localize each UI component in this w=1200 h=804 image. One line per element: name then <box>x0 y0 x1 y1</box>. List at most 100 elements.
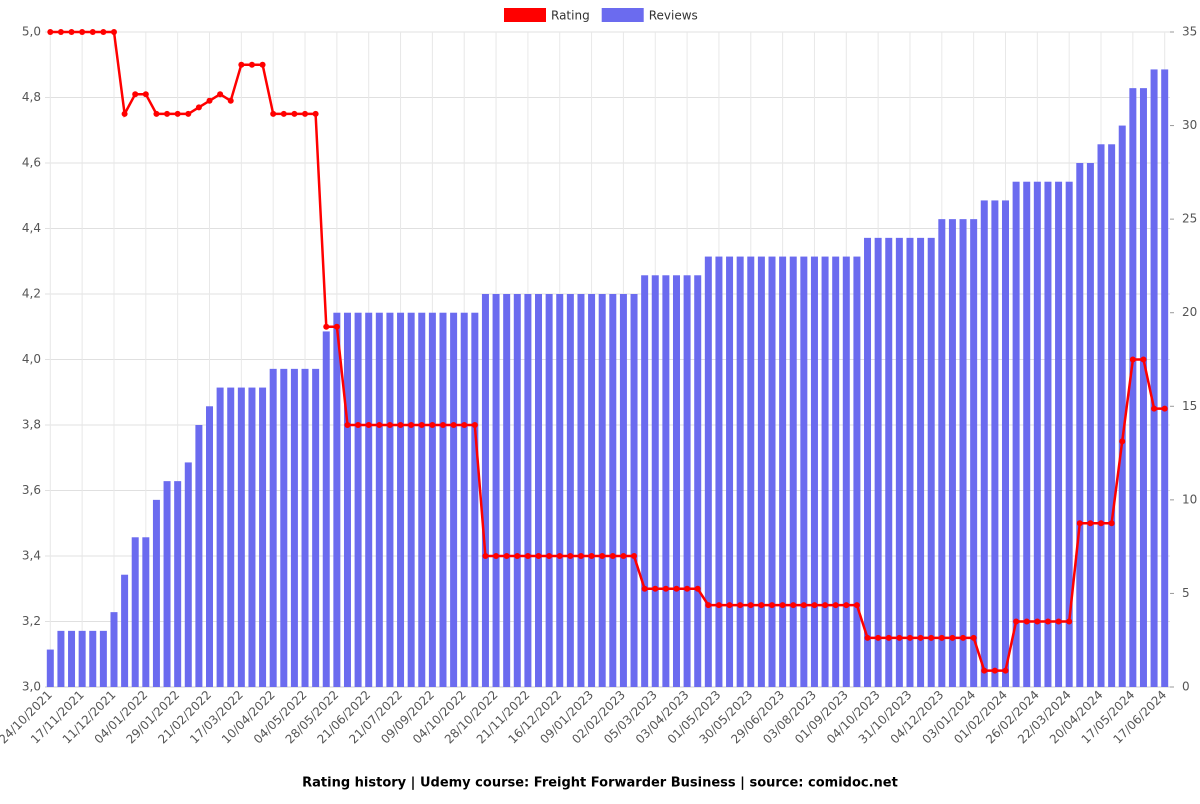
point <box>981 667 988 674</box>
point <box>960 634 967 641</box>
point <box>535 553 542 559</box>
y2-tick-label: 5 <box>1182 586 1190 600</box>
point <box>577 553 584 559</box>
point <box>906 634 913 641</box>
point <box>164 110 171 117</box>
point <box>949 634 956 641</box>
bar <box>736 256 744 687</box>
bar <box>970 219 978 687</box>
bar <box>481 294 489 687</box>
point <box>567 553 574 559</box>
point <box>1055 618 1062 625</box>
point <box>652 585 659 592</box>
bar <box>248 387 256 687</box>
point <box>121 110 128 117</box>
point <box>853 602 860 609</box>
bar <box>1086 163 1094 687</box>
bar <box>269 368 277 687</box>
y-tick-label: 4,0 <box>22 352 41 366</box>
bar <box>524 294 532 687</box>
bar <box>768 256 776 687</box>
point <box>641 585 648 592</box>
point <box>800 602 807 609</box>
bar <box>948 219 956 687</box>
point <box>737 602 744 609</box>
point <box>47 29 54 35</box>
y2-tick-label: 35 <box>1182 25 1197 39</box>
y2-tick-label: 15 <box>1182 399 1197 413</box>
bar <box>471 312 479 687</box>
bar <box>121 574 129 687</box>
point <box>503 553 510 559</box>
point <box>450 422 457 428</box>
bar <box>333 312 341 687</box>
legend-swatch <box>504 8 546 22</box>
point <box>248 61 255 68</box>
point <box>896 634 903 641</box>
point <box>185 110 192 117</box>
point <box>397 422 404 428</box>
point <box>259 61 266 68</box>
point <box>684 585 691 592</box>
point <box>333 323 340 330</box>
bar <box>1065 181 1073 687</box>
point <box>174 110 181 117</box>
bar <box>1129 88 1137 687</box>
point <box>302 110 309 117</box>
bar <box>789 256 797 687</box>
legend-swatch <box>601 8 644 22</box>
point <box>355 422 362 428</box>
bar <box>89 630 97 687</box>
point <box>599 553 606 559</box>
bar <box>726 256 734 687</box>
bar <box>1076 163 1084 687</box>
point <box>938 634 945 641</box>
bar <box>450 312 458 687</box>
point <box>365 422 372 428</box>
bar <box>460 312 468 687</box>
bar <box>259 387 267 687</box>
y2-tick-label: 0 <box>1182 680 1190 694</box>
point <box>1066 618 1073 625</box>
bar <box>354 312 362 687</box>
bar <box>290 368 298 687</box>
point <box>1151 405 1158 412</box>
y2-tick-label: 30 <box>1182 118 1197 132</box>
point <box>153 110 160 117</box>
legend-label: Reviews <box>649 9 698 23</box>
bar <box>1033 181 1041 687</box>
bar <box>566 294 574 687</box>
point <box>408 422 415 428</box>
bar <box>68 630 76 687</box>
bar <box>906 237 914 687</box>
bar <box>853 256 861 687</box>
point <box>291 110 298 117</box>
y-tick-label: 4,8 <box>22 90 41 104</box>
bar <box>492 294 500 687</box>
point <box>429 422 436 428</box>
bar <box>598 294 606 687</box>
point <box>132 91 139 98</box>
point <box>238 61 245 68</box>
point <box>779 602 786 609</box>
bar <box>535 294 543 687</box>
bar <box>938 219 946 687</box>
point <box>1108 520 1115 527</box>
y-tick-label: 4,4 <box>22 221 41 235</box>
bar <box>980 200 988 687</box>
bar <box>630 294 638 687</box>
bar <box>683 275 691 687</box>
bar <box>280 368 288 687</box>
bar <box>174 481 182 687</box>
point <box>705 602 712 609</box>
bar <box>609 294 617 687</box>
bar <box>662 275 670 687</box>
bar <box>99 630 107 687</box>
y2-tick-label: 10 <box>1182 492 1197 506</box>
point <box>227 97 234 104</box>
point <box>715 602 722 609</box>
bar <box>641 275 649 687</box>
point <box>832 602 839 609</box>
point <box>461 422 468 428</box>
point <box>79 29 86 35</box>
